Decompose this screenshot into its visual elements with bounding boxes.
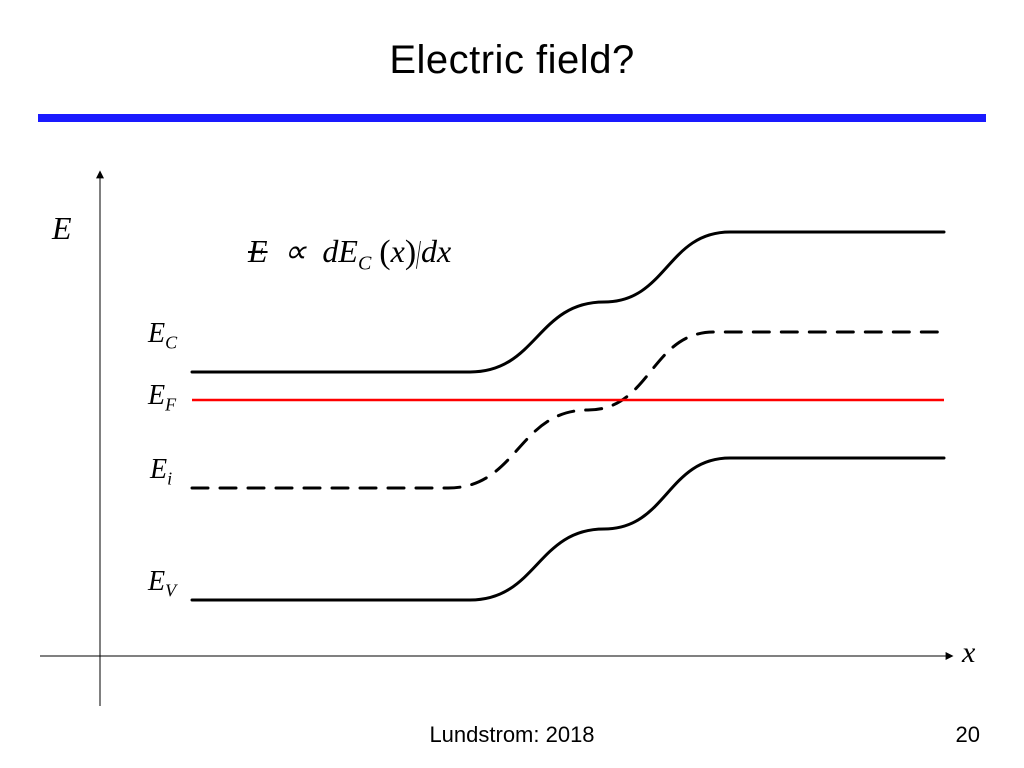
y-axis-label: E [52,210,72,247]
x-axis-label: x [962,636,975,670]
label-ef: EF [148,380,176,416]
footer-attribution: Lundstrom: 2018 [0,722,1024,748]
formula-propto [276,233,284,269]
formula-lhs-e: E [248,233,268,269]
page-number: 20 [956,722,980,748]
plot-axes [40,172,952,706]
label-ec: EC [148,318,177,354]
energy-band-curves [192,232,944,600]
formula-electric-field: E ∝ dEC (x)/dx [248,232,451,275]
label-ev: EV [148,566,176,602]
slide: Electric field? E x EC EF Ei EV E ∝ dEC … [0,0,1024,768]
label-ei: Ei [150,454,172,490]
